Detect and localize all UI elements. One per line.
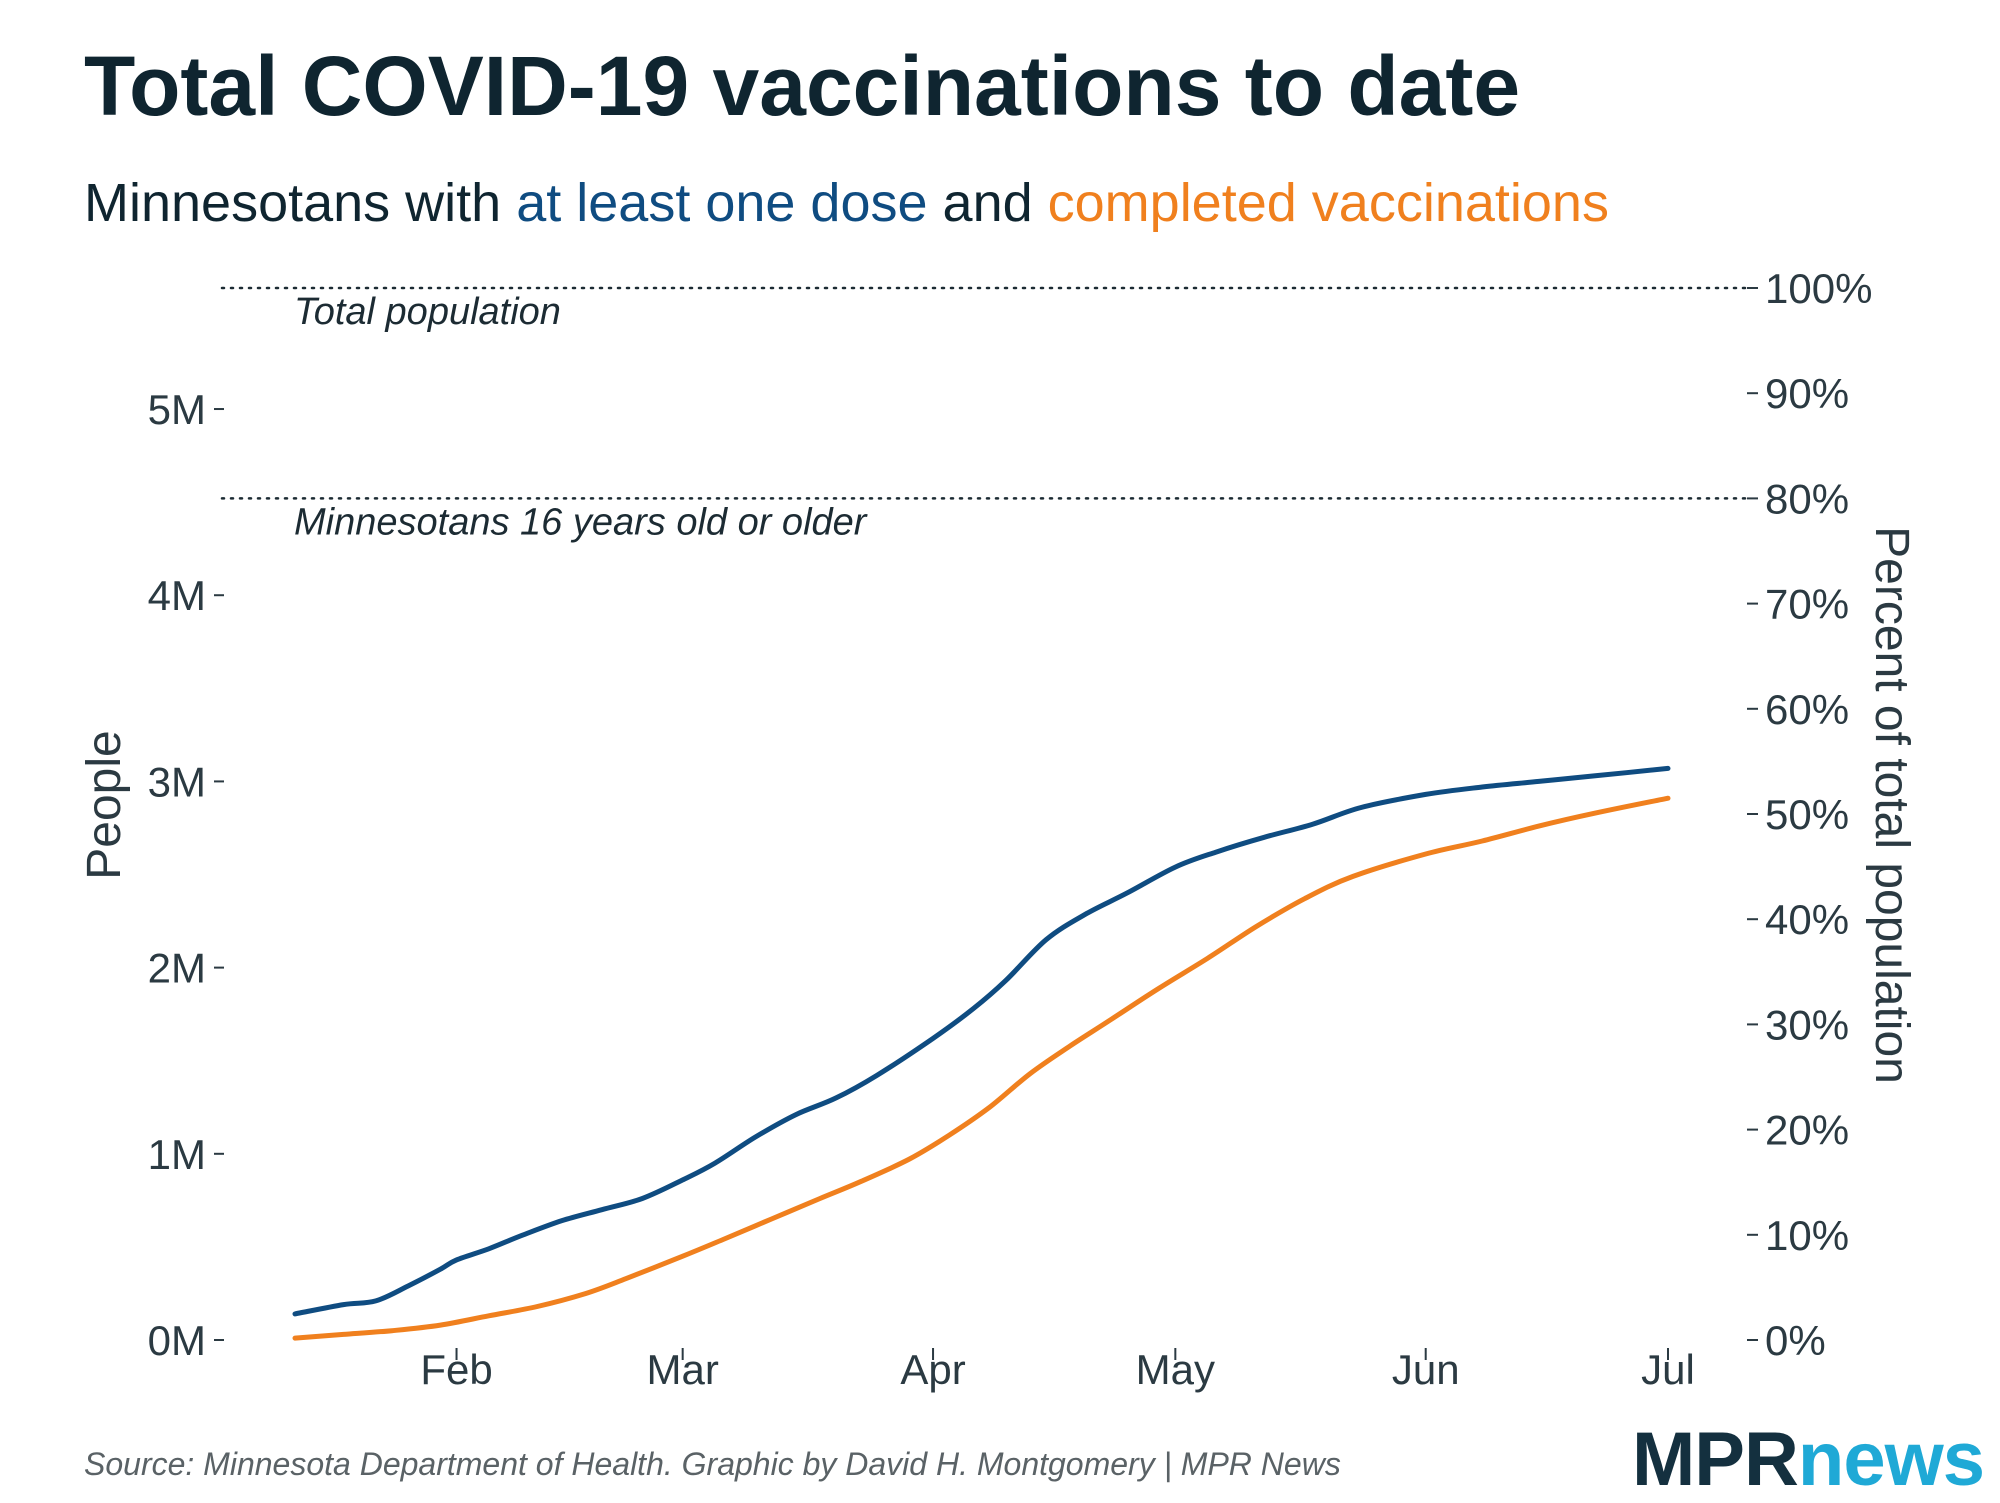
reference-line-label: Total population bbox=[294, 291, 561, 333]
right-tick-label: 40% bbox=[1765, 896, 1849, 943]
right-tick-label: 90% bbox=[1765, 370, 1849, 417]
x-axis: Feb Mar Apr May Jun Jul bbox=[420, 1346, 1695, 1393]
series-line-one-dose bbox=[292, 765, 1671, 1317]
x-tick-label: Feb bbox=[420, 1346, 492, 1393]
source-note: Source: Minnesota Department of Health. … bbox=[84, 1446, 1341, 1482]
right-tick-label: 0% bbox=[1765, 1317, 1826, 1364]
subtitle-prefix: Minnesotans with bbox=[84, 173, 517, 233]
right-tick-label: 60% bbox=[1765, 686, 1849, 733]
right-y-axis: 0% 10% 20% 30% 40% 50% 60% 70% 80% 90% 100% bbox=[1747, 265, 1872, 1364]
series-line-completed bbox=[292, 795, 1671, 1341]
left-y-axis: 0M 1M 2M 3M 4M 5M bbox=[148, 386, 224, 1364]
left-tick-label: 0M bbox=[148, 1317, 206, 1364]
right-tick-label: 80% bbox=[1765, 475, 1849, 522]
mpr-news-logo: MPRnews bbox=[1632, 1416, 1985, 1503]
left-y-axis-label: People bbox=[78, 730, 131, 879]
x-tick-label: Apr bbox=[900, 1346, 965, 1393]
left-tick-label: 5M bbox=[148, 386, 206, 433]
reference-line-label: Minnesotans 16 years old or older bbox=[294, 501, 868, 543]
subtitle-series-completed: completed vaccinations bbox=[1047, 173, 1609, 233]
x-tick-label: May bbox=[1136, 1346, 1215, 1393]
right-tick-label: 100% bbox=[1765, 265, 1872, 312]
series-lines bbox=[292, 765, 1671, 1341]
left-tick-label: 2M bbox=[148, 945, 206, 992]
left-tick-label: 1M bbox=[148, 1131, 206, 1178]
left-tick-label: 3M bbox=[148, 758, 206, 805]
chart-title: Total COVID-19 vaccinations to date bbox=[84, 39, 1521, 133]
right-tick-label: 70% bbox=[1765, 581, 1849, 628]
right-tick-label: 10% bbox=[1765, 1212, 1849, 1259]
subtitle-series-one-dose: at least one dose bbox=[516, 173, 928, 233]
chart-subtitle: Minnesotans with at least one dose and c… bbox=[84, 172, 1609, 234]
x-tick-label: Mar bbox=[646, 1346, 718, 1393]
right-tick-label: 20% bbox=[1765, 1107, 1849, 1154]
x-tick-label: Jul bbox=[1641, 1346, 1695, 1393]
subtitle-middle: and bbox=[927, 173, 1048, 233]
x-tick-label: Jun bbox=[1392, 1346, 1460, 1393]
left-tick-label: 4M bbox=[148, 572, 206, 619]
logo-mpr: MPR bbox=[1632, 1417, 1799, 1502]
reference-lines: Total population Minnesotans 16 years old… bbox=[220, 286, 1747, 543]
right-y-axis-label: Percent of total population bbox=[1865, 526, 1918, 1084]
right-tick-label: 30% bbox=[1765, 1001, 1849, 1048]
logo-news: news bbox=[1797, 1417, 1985, 1502]
right-tick-label: 50% bbox=[1765, 791, 1849, 838]
